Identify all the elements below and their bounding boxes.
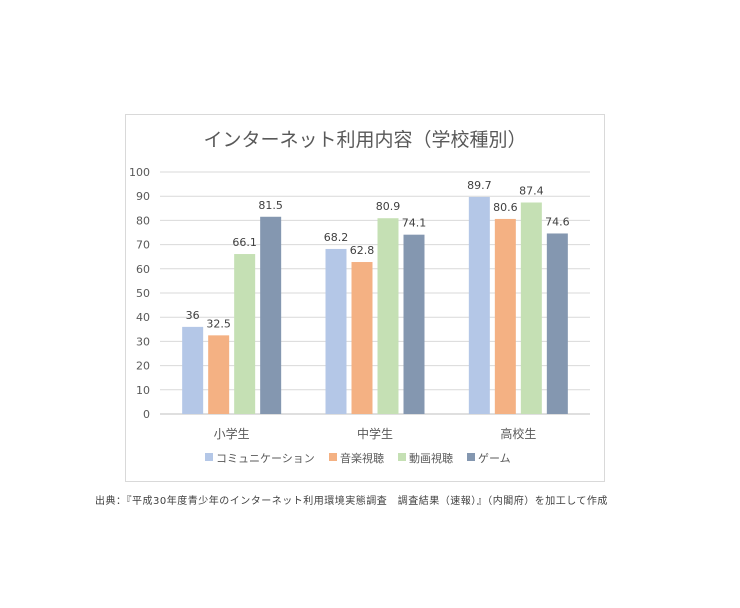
bar: [351, 262, 373, 414]
legend: コミュニケーション 音楽視聴 動画視聴 ゲーム: [205, 451, 511, 465]
y-tick-label: 80: [136, 214, 150, 227]
bar: [325, 248, 347, 414]
bars: [182, 196, 568, 414]
bar: [403, 234, 425, 414]
chart-title: インターネット利用内容（学校種別）: [203, 129, 526, 151]
bar: [520, 202, 542, 414]
bar: [208, 335, 230, 414]
legend-swatch: [398, 453, 406, 461]
data-label: 89.7: [467, 179, 492, 192]
y-tick-label: 90: [136, 190, 150, 203]
legend-label: 音楽視聴: [340, 451, 384, 465]
y-tick-label: 0: [143, 408, 150, 421]
data-label: 80.6: [493, 201, 518, 214]
data-label: 68.2: [324, 231, 349, 244]
grid-lines: [160, 171, 590, 415]
source-note: 出典：『平成30年度青少年のインターネット利用環境実態調査 調査結果（速報）』（…: [95, 496, 608, 507]
legend-swatch: [467, 453, 475, 461]
bar: [468, 196, 490, 414]
data-label: 80.9: [376, 200, 401, 213]
data-labels: 36 32.5 66.1 81.5 68.262.8 80.974.1 89.780.687…: [186, 179, 570, 330]
data-label: 87.4: [519, 184, 544, 197]
bar: [234, 254, 256, 414]
bar: [182, 326, 204, 414]
y-tick-label: 60: [136, 263, 150, 276]
bar: [494, 218, 516, 414]
y-tick-label: 40: [136, 311, 150, 324]
y-tick-label: 70: [136, 239, 150, 252]
legend-swatch: [329, 453, 337, 461]
bar: [546, 233, 568, 414]
legend-label: コミュニケーション: [216, 452, 315, 465]
legend-swatch: [205, 453, 213, 461]
legend-label: 動画視聴: [409, 451, 453, 465]
y-tick-label: 20: [136, 360, 150, 373]
x-tick-label: 中学生: [357, 426, 393, 441]
data-label: 74.6: [545, 215, 570, 228]
x-tick-label: 小学生: [214, 426, 250, 441]
data-label: 32.5: [206, 317, 231, 330]
y-tick-label: 100: [129, 166, 150, 179]
legend-label: ゲーム: [478, 452, 511, 465]
y-tick-label: 30: [136, 335, 150, 348]
y-tick-label: 10: [136, 384, 150, 397]
bar: [260, 216, 282, 414]
y-tick-label: 50: [136, 287, 150, 300]
data-label: 74.1: [402, 217, 427, 230]
data-label: 66.1: [232, 236, 257, 249]
data-label: 81.5: [258, 199, 283, 212]
data-label: 62.8: [350, 244, 375, 257]
y-axis-ticks: 0 10 20 30 40 50 60 70 80 90 100: [129, 166, 150, 421]
data-label: 36: [186, 309, 200, 322]
x-axis-ticks: 小学生 中学生 高校生: [214, 426, 537, 441]
x-tick-label: 高校生: [500, 426, 536, 441]
bar: [377, 218, 399, 414]
